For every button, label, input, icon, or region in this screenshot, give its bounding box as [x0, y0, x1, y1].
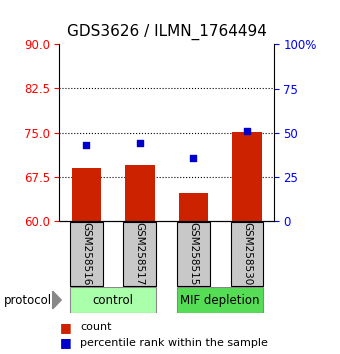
Polygon shape [53, 291, 61, 309]
Bar [70, 287, 156, 313]
Text: MIF depletion: MIF depletion [181, 293, 260, 307]
Title: GDS3626 / ILMN_1764494: GDS3626 / ILMN_1764494 [67, 24, 267, 40]
Text: ■: ■ [59, 336, 71, 349]
Bar [178, 193, 208, 221]
Text: percentile rank within the sample: percentile rank within the sample [80, 338, 268, 348]
Text: GSM258530: GSM258530 [242, 222, 252, 286]
Bar [70, 222, 103, 286]
Point [244, 128, 250, 134]
Bar [232, 132, 262, 221]
Text: GSM258516: GSM258516 [81, 222, 91, 286]
Bar [71, 168, 101, 221]
Point [191, 155, 196, 160]
Bar [177, 287, 263, 313]
Point [84, 142, 89, 148]
Text: GSM258515: GSM258515 [188, 222, 198, 286]
Text: GSM258517: GSM258517 [135, 222, 145, 286]
Text: protocol: protocol [3, 293, 52, 307]
Bar [231, 222, 263, 286]
Bar [125, 165, 155, 221]
Text: ■: ■ [59, 321, 71, 334]
Point [137, 141, 142, 146]
Bar [123, 222, 156, 286]
Bar [177, 222, 210, 286]
Text: count: count [80, 322, 112, 332]
Text: control: control [92, 293, 134, 307]
